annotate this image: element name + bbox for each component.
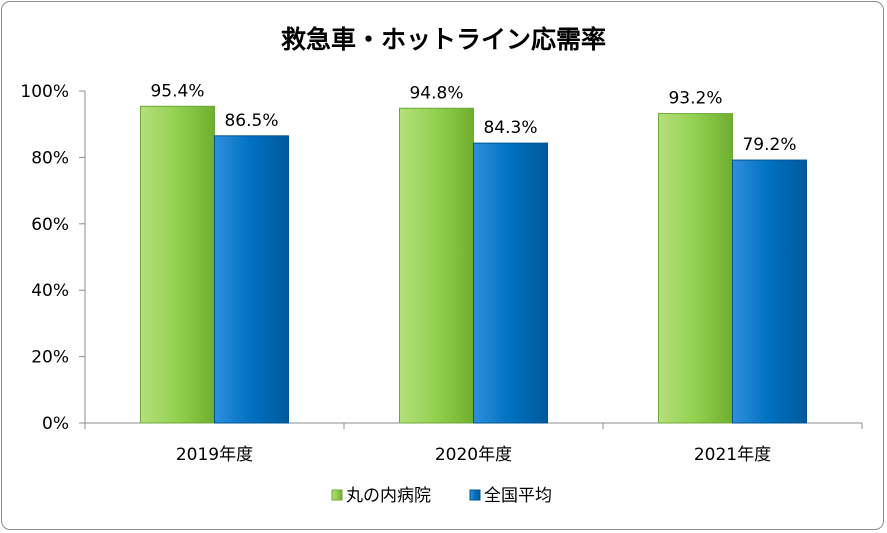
bar-national-2: [732, 159, 807, 424]
bar-national-1: [473, 142, 548, 424]
x-tick-label: 2020年度: [435, 445, 512, 465]
bar-hospital-1: [399, 107, 474, 424]
data-label: 84.3%: [483, 118, 537, 138]
bar-hospital-2: [658, 113, 733, 424]
legend-hospital-swatch: [331, 489, 343, 501]
y-tick-label: 0%: [42, 414, 69, 434]
bar-national-0: [214, 135, 289, 424]
bar-hospital-0: [140, 105, 215, 424]
y-tick-label: 60%: [31, 215, 69, 235]
data-label: 95.4%: [150, 81, 204, 101]
x-tick-label: 2019年度: [176, 445, 253, 465]
x-tick-label: 2021年度: [694, 445, 771, 465]
data-label: 94.8%: [409, 83, 463, 103]
data-label: 86.5%: [224, 111, 278, 131]
y-tick-label: 40%: [31, 281, 69, 301]
chart-title: 救急車・ホットライン応需率: [280, 25, 606, 54]
y-tick-label: 80%: [31, 148, 69, 168]
data-label: 79.2%: [742, 135, 796, 155]
legend-national-label: 全国平均: [484, 486, 552, 506]
legend-national-swatch: [469, 489, 481, 501]
data-label: 93.2%: [668, 89, 722, 109]
y-tick-label: 20%: [31, 348, 69, 368]
legend-hospital-label: 丸の内病院: [346, 486, 431, 506]
y-tick-label: 100%: [20, 82, 69, 102]
